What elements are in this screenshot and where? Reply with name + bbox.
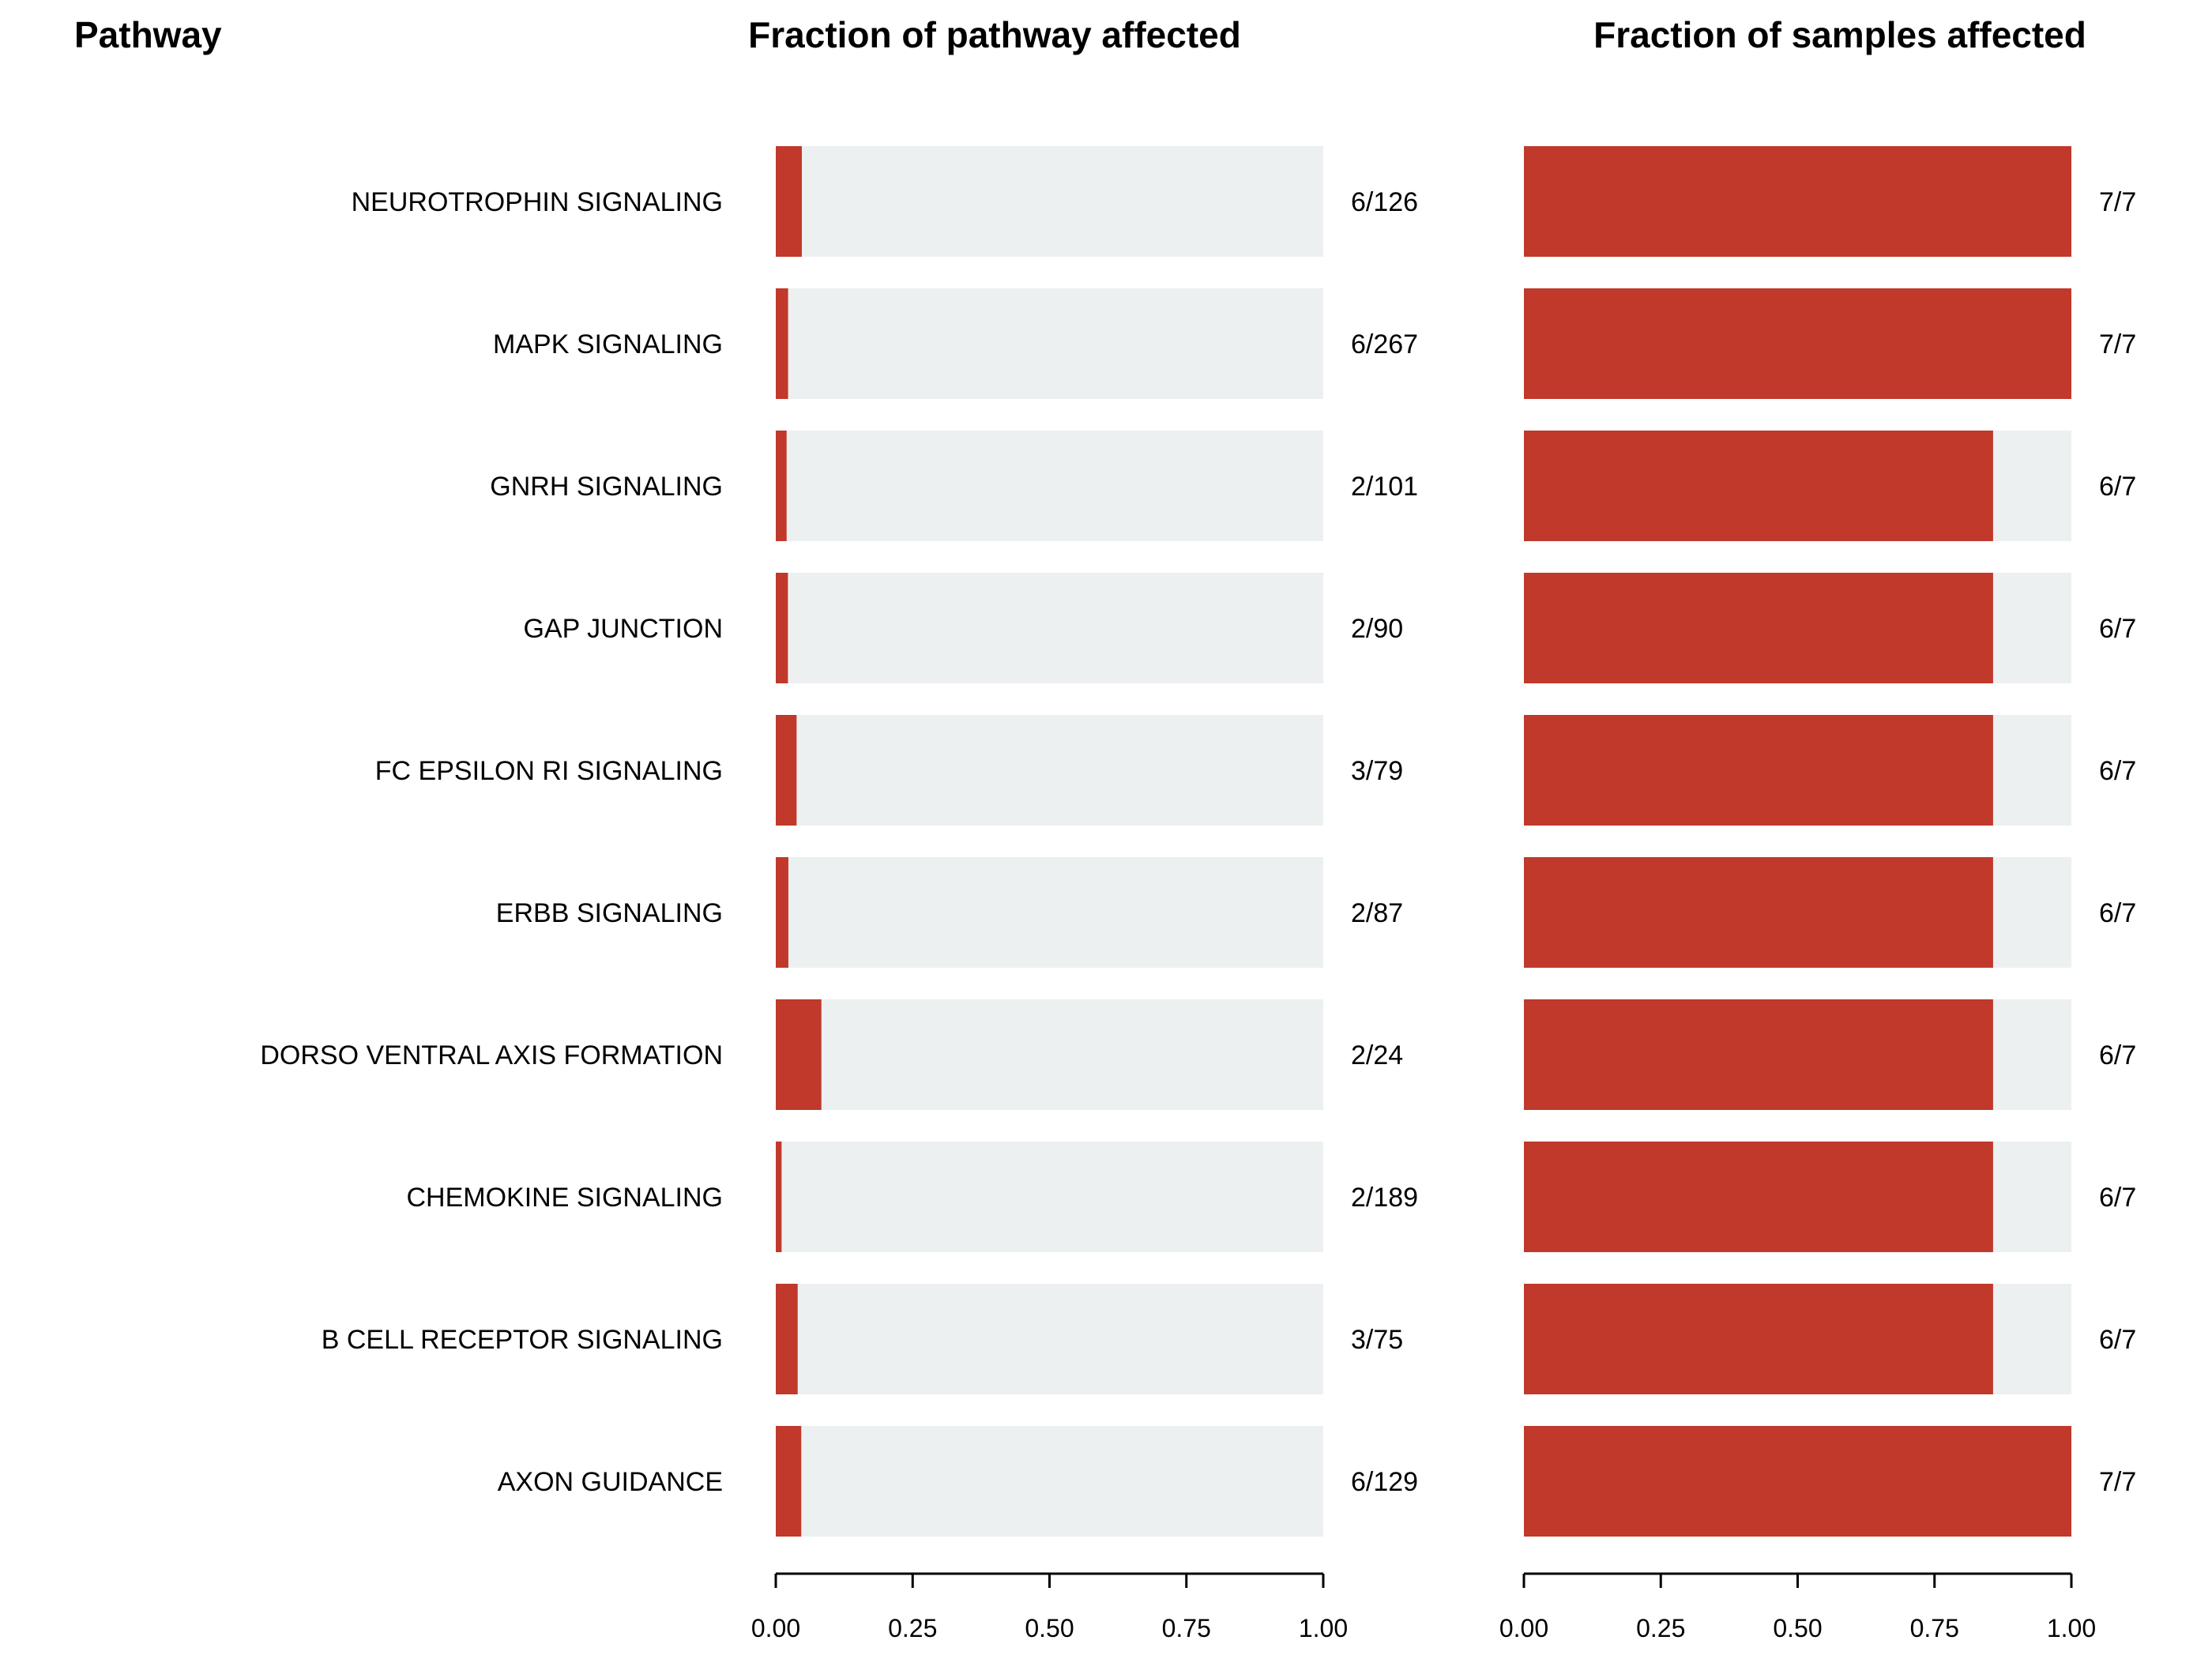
pathway-label: MAPK SIGNALING bbox=[493, 329, 723, 359]
sample-fraction-bar bbox=[1524, 1284, 1993, 1394]
pathway-label: GAP JUNCTION bbox=[523, 614, 723, 644]
pathway-fraction-bar bbox=[776, 999, 822, 1110]
pathway-label: NEUROTROPHIN SIGNALING bbox=[352, 187, 723, 217]
pathway-fraction-bar bbox=[776, 715, 797, 826]
sample-ratio-label: 7/7 bbox=[2099, 187, 2136, 217]
pathway-fraction-track bbox=[776, 1284, 1323, 1394]
sample-ratio-label: 6/7 bbox=[2099, 1183, 2136, 1213]
axis-tick-label: 0.75 bbox=[1910, 1614, 1959, 1642]
pathway-fraction-track bbox=[776, 573, 1323, 683]
panel-title-pathway-fraction: Fraction of pathway affected bbox=[748, 14, 1241, 55]
pathway-ratio-label: 6/267 bbox=[1351, 329, 1418, 359]
pathway-label: ERBB SIGNALING bbox=[496, 898, 723, 928]
sample-fraction-bar bbox=[1524, 999, 1993, 1110]
sample-ratio-label: 7/7 bbox=[2099, 1467, 2136, 1497]
pathway-fraction-track bbox=[776, 431, 1323, 541]
pathway-ratio-label: 3/79 bbox=[1351, 756, 1403, 786]
sample-ratio-label: 6/7 bbox=[2099, 756, 2136, 786]
pathway-fraction-track bbox=[776, 1426, 1323, 1537]
pathway-fraction-bar bbox=[776, 431, 787, 541]
axis-tick-label: 0.00 bbox=[1499, 1614, 1548, 1642]
axis-tick-label: 0.00 bbox=[751, 1614, 800, 1642]
pathway-fraction-track bbox=[776, 857, 1323, 968]
pathway-fraction-bar bbox=[776, 1426, 802, 1537]
pathway-fraction-bar bbox=[776, 1142, 782, 1252]
sample-fraction-bar bbox=[1524, 146, 2071, 257]
pathway-ratio-label: 6/126 bbox=[1351, 187, 1418, 217]
pathway-fraction-track bbox=[776, 288, 1323, 399]
sample-fraction-bar bbox=[1524, 573, 1993, 683]
axis-tick-label: 0.50 bbox=[1773, 1614, 1822, 1642]
pathway-fraction-track bbox=[776, 999, 1323, 1110]
sample-fraction-bar bbox=[1524, 288, 2071, 399]
pathway-label: GNRH SIGNALING bbox=[490, 472, 723, 502]
pathway-label: CHEMOKINE SIGNALING bbox=[406, 1183, 723, 1213]
axis-tick-label: 0.75 bbox=[1162, 1614, 1211, 1642]
pathway-fraction-track bbox=[776, 1142, 1323, 1252]
pathway-ratio-label: 6/129 bbox=[1351, 1467, 1418, 1497]
sample-ratio-label: 6/7 bbox=[2099, 472, 2136, 502]
sample-fraction-bar bbox=[1524, 715, 1993, 826]
pathway-column-header: Pathway bbox=[74, 14, 222, 55]
pathway-ratio-label: 2/90 bbox=[1351, 614, 1403, 644]
sample-ratio-label: 6/7 bbox=[2099, 898, 2136, 928]
pathway-ratio-label: 2/24 bbox=[1351, 1040, 1403, 1070]
pathway-fraction-track bbox=[776, 146, 1323, 257]
pathway-label: FC EPSILON RI SIGNALING bbox=[375, 756, 723, 786]
axis-tick-label: 0.50 bbox=[1025, 1614, 1074, 1642]
pathway-label: B CELL RECEPTOR SIGNALING bbox=[322, 1325, 723, 1355]
pathway-ratio-label: 2/189 bbox=[1351, 1183, 1418, 1213]
panel-title-samples-fraction: Fraction of samples affected bbox=[1593, 14, 2086, 55]
axis-tick-label: 1.00 bbox=[2047, 1614, 2096, 1642]
sample-fraction-bar bbox=[1524, 1426, 2071, 1537]
pathway-fraction-track bbox=[776, 715, 1323, 826]
sample-ratio-label: 6/7 bbox=[2099, 614, 2136, 644]
pathway-fraction-bar bbox=[776, 146, 802, 257]
axis-tick-label: 0.25 bbox=[888, 1614, 937, 1642]
sample-fraction-bar bbox=[1524, 1142, 1993, 1252]
pathway-label: DORSO VENTRAL AXIS FORMATION bbox=[260, 1040, 723, 1070]
axis-tick-label: 1.00 bbox=[1299, 1614, 1348, 1642]
pathway-fraction-bar bbox=[776, 1284, 798, 1394]
pathway-ratio-label: 3/75 bbox=[1351, 1325, 1403, 1355]
pathway-label: AXON GUIDANCE bbox=[498, 1467, 723, 1497]
pathway-fraction-bar bbox=[776, 857, 788, 968]
axis-tick-label: 0.25 bbox=[1636, 1614, 1685, 1642]
sample-fraction-bar bbox=[1524, 857, 1993, 968]
sample-fraction-bar bbox=[1524, 431, 1993, 541]
sample-ratio-label: 6/7 bbox=[2099, 1040, 2136, 1070]
pathway-ratio-label: 2/87 bbox=[1351, 898, 1403, 928]
pathway-ratio-label: 2/101 bbox=[1351, 472, 1418, 502]
pathway-fraction-bar bbox=[776, 573, 788, 683]
sample-ratio-label: 7/7 bbox=[2099, 329, 2136, 359]
sample-ratio-label: 6/7 bbox=[2099, 1325, 2136, 1355]
pathway-fraction-bar bbox=[776, 288, 788, 399]
